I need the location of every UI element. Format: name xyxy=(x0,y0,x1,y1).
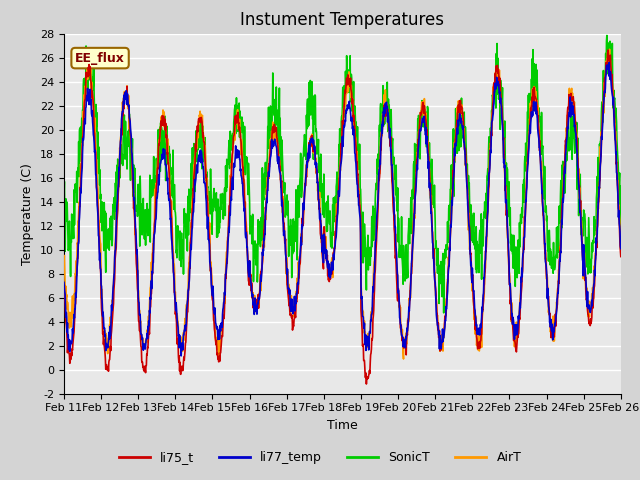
Legend: li75_t, li77_temp, SonicT, AirT: li75_t, li77_temp, SonicT, AirT xyxy=(114,446,526,469)
X-axis label: Time: Time xyxy=(327,419,358,432)
Title: Instument Temperatures: Instument Temperatures xyxy=(241,11,444,29)
Y-axis label: Temperature (C): Temperature (C) xyxy=(22,163,35,264)
Text: EE_flux: EE_flux xyxy=(75,51,125,65)
